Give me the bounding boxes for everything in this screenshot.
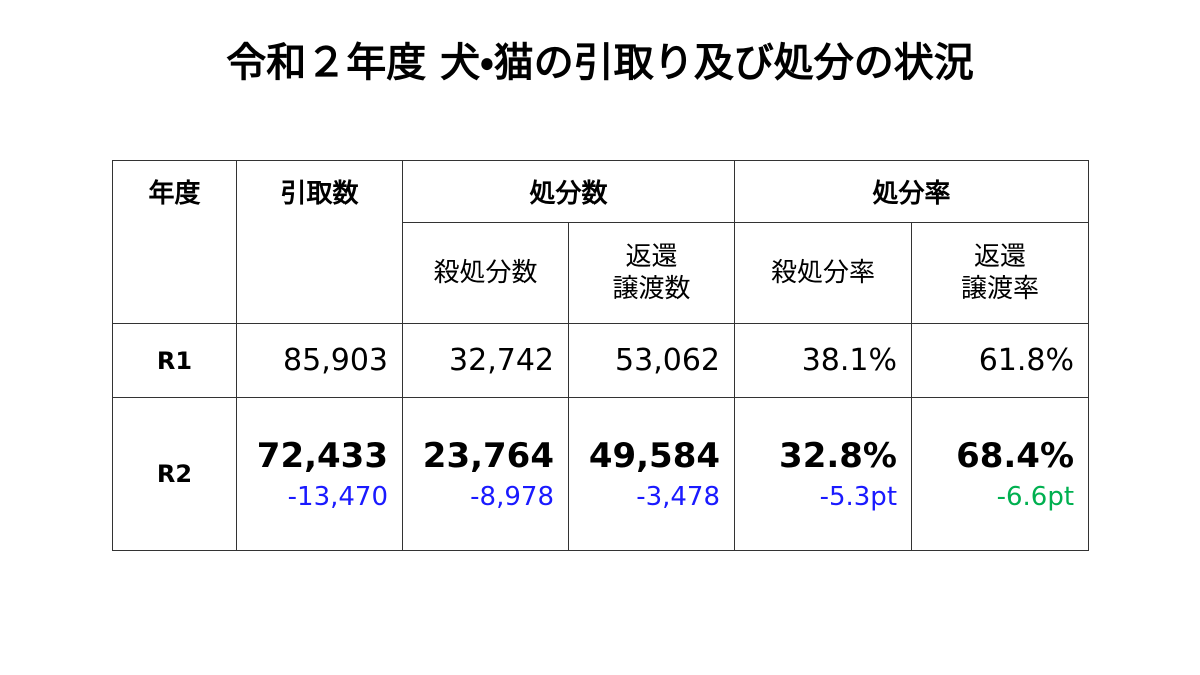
status-table: 年度 引取数 処分数 処分率 殺処分数 返還 譲渡数 殺処分率 返還 譲渡率 R… <box>112 160 1090 551</box>
row: R1 85,903 32,742 53,062 38.1% 61.8% <box>112 323 1090 398</box>
value: 68.4% <box>956 436 1075 476</box>
cell: 49,584 -3,478 <box>567 397 736 551</box>
cell: 53,062 <box>567 323 736 398</box>
header-cell: 処分数 <box>401 160 736 223</box>
cell: 38.1% <box>734 323 913 398</box>
cell: 85,903 <box>236 323 403 398</box>
cell: 72,433 -13,470 <box>236 397 403 551</box>
value: 72,433 <box>256 436 388 476</box>
header-cell: 処分率 <box>734 160 1090 223</box>
cell: 61.8% <box>911 323 1090 398</box>
title: 令和２年度 犬・猫の引取り及び処分の状況 <box>226 40 974 86</box>
cell: 23,764 -8,978 <box>402 397 569 551</box>
change: -13,470 <box>287 482 388 512</box>
subheader-cell: 殺処分数 <box>402 222 569 324</box>
cell: 68.4% -6.6pt <box>911 397 1090 551</box>
change: -5.3pt <box>819 482 898 512</box>
value: 32.8% <box>779 436 898 476</box>
value: 49,584 <box>588 436 721 476</box>
value: 23,764 <box>422 436 554 476</box>
subheader-cell: 返還 譲渡数 <box>567 222 736 324</box>
change: -3,478 <box>636 482 721 512</box>
subheader-cell: 殺処分率 <box>734 222 913 324</box>
row-label: R2 <box>112 397 237 551</box>
header-cell: 引取数 <box>236 160 403 324</box>
subheader-cell: 返還 譲渡率 <box>911 222 1090 324</box>
change: -8,978 <box>470 482 554 512</box>
cell: 32.8% -5.3pt <box>734 397 913 551</box>
cell: 32,742 <box>402 323 569 398</box>
header-cell: 年度 <box>112 160 237 324</box>
change: -6.6pt <box>996 482 1075 512</box>
row: R2 72,433 -13,470 23,764 -8,978 49,584 -3,4… <box>112 397 1090 551</box>
row-label: R1 <box>112 323 237 398</box>
